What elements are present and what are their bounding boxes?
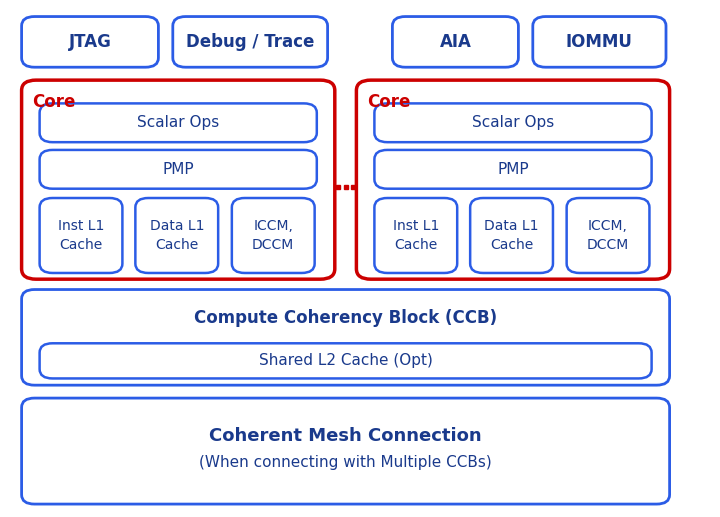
Text: ICCM,
DCCM: ICCM, DCCM — [587, 219, 629, 252]
FancyBboxPatch shape — [135, 198, 218, 273]
Text: AIA: AIA — [439, 33, 472, 51]
Text: Debug / Trace: Debug / Trace — [186, 33, 315, 51]
Text: Compute Coherency Block (CCB): Compute Coherency Block (CCB) — [194, 309, 498, 327]
FancyBboxPatch shape — [22, 398, 670, 504]
FancyBboxPatch shape — [173, 17, 328, 67]
Text: Shared L2 Cache (Opt): Shared L2 Cache (Opt) — [258, 353, 433, 369]
Text: ICCM,
DCCM: ICCM, DCCM — [252, 219, 294, 252]
Text: Coherent Mesh Connection: Coherent Mesh Connection — [210, 427, 482, 445]
FancyBboxPatch shape — [392, 17, 518, 67]
Text: IOMMU: IOMMU — [566, 33, 633, 51]
Text: Scalar Ops: Scalar Ops — [137, 115, 220, 130]
Text: JTAG: JTAG — [68, 33, 112, 51]
Text: (When connecting with Multiple CCBs): (When connecting with Multiple CCBs) — [199, 455, 492, 470]
FancyBboxPatch shape — [470, 198, 553, 273]
FancyBboxPatch shape — [22, 17, 158, 67]
FancyBboxPatch shape — [356, 80, 670, 279]
Text: Inst L1
Cache: Inst L1 Cache — [392, 219, 439, 252]
Text: Data L1
Cache: Data L1 Cache — [485, 219, 539, 252]
Text: Core: Core — [32, 93, 76, 111]
Text: Inst L1
Cache: Inst L1 Cache — [58, 219, 104, 252]
FancyBboxPatch shape — [22, 80, 335, 279]
FancyBboxPatch shape — [232, 198, 315, 273]
FancyBboxPatch shape — [567, 198, 649, 273]
FancyBboxPatch shape — [374, 103, 652, 142]
FancyBboxPatch shape — [374, 150, 652, 189]
FancyBboxPatch shape — [533, 17, 666, 67]
FancyBboxPatch shape — [22, 290, 670, 385]
Text: Data L1
Cache: Data L1 Cache — [150, 219, 204, 252]
FancyBboxPatch shape — [374, 198, 457, 273]
FancyBboxPatch shape — [40, 150, 317, 189]
Text: PMP: PMP — [163, 162, 194, 177]
FancyBboxPatch shape — [40, 198, 122, 273]
Text: Core: Core — [367, 93, 410, 111]
FancyBboxPatch shape — [40, 103, 317, 142]
Text: PMP: PMP — [498, 162, 528, 177]
Text: Scalar Ops: Scalar Ops — [472, 115, 554, 130]
FancyBboxPatch shape — [40, 343, 652, 378]
